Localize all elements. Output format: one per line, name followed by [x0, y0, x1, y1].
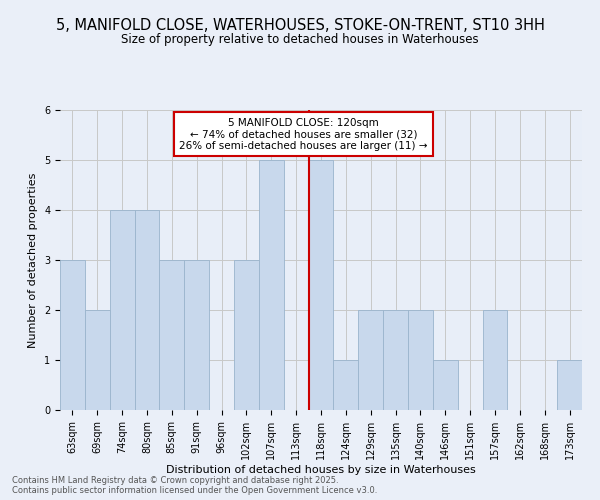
- Bar: [308, 160, 334, 410]
- Bar: [433, 360, 458, 410]
- Text: Size of property relative to detached houses in Waterhouses: Size of property relative to detached ho…: [121, 32, 479, 46]
- Bar: [557, 360, 582, 410]
- Bar: [60, 260, 85, 410]
- Bar: [110, 210, 134, 410]
- X-axis label: Distribution of detached houses by size in Waterhouses: Distribution of detached houses by size …: [166, 464, 476, 474]
- Bar: [334, 360, 358, 410]
- Bar: [234, 260, 259, 410]
- Bar: [184, 260, 209, 410]
- Bar: [259, 160, 284, 410]
- Bar: [408, 310, 433, 410]
- Text: Contains HM Land Registry data © Crown copyright and database right 2025.
Contai: Contains HM Land Registry data © Crown c…: [12, 476, 377, 495]
- Y-axis label: Number of detached properties: Number of detached properties: [28, 172, 38, 348]
- Text: 5 MANIFOLD CLOSE: 120sqm
← 74% of detached houses are smaller (32)
26% of semi-d: 5 MANIFOLD CLOSE: 120sqm ← 74% of detach…: [179, 118, 428, 150]
- Bar: [358, 310, 383, 410]
- Bar: [482, 310, 508, 410]
- Text: 5, MANIFOLD CLOSE, WATERHOUSES, STOKE-ON-TRENT, ST10 3HH: 5, MANIFOLD CLOSE, WATERHOUSES, STOKE-ON…: [56, 18, 544, 32]
- Bar: [160, 260, 184, 410]
- Bar: [134, 210, 160, 410]
- Bar: [383, 310, 408, 410]
- Bar: [85, 310, 110, 410]
